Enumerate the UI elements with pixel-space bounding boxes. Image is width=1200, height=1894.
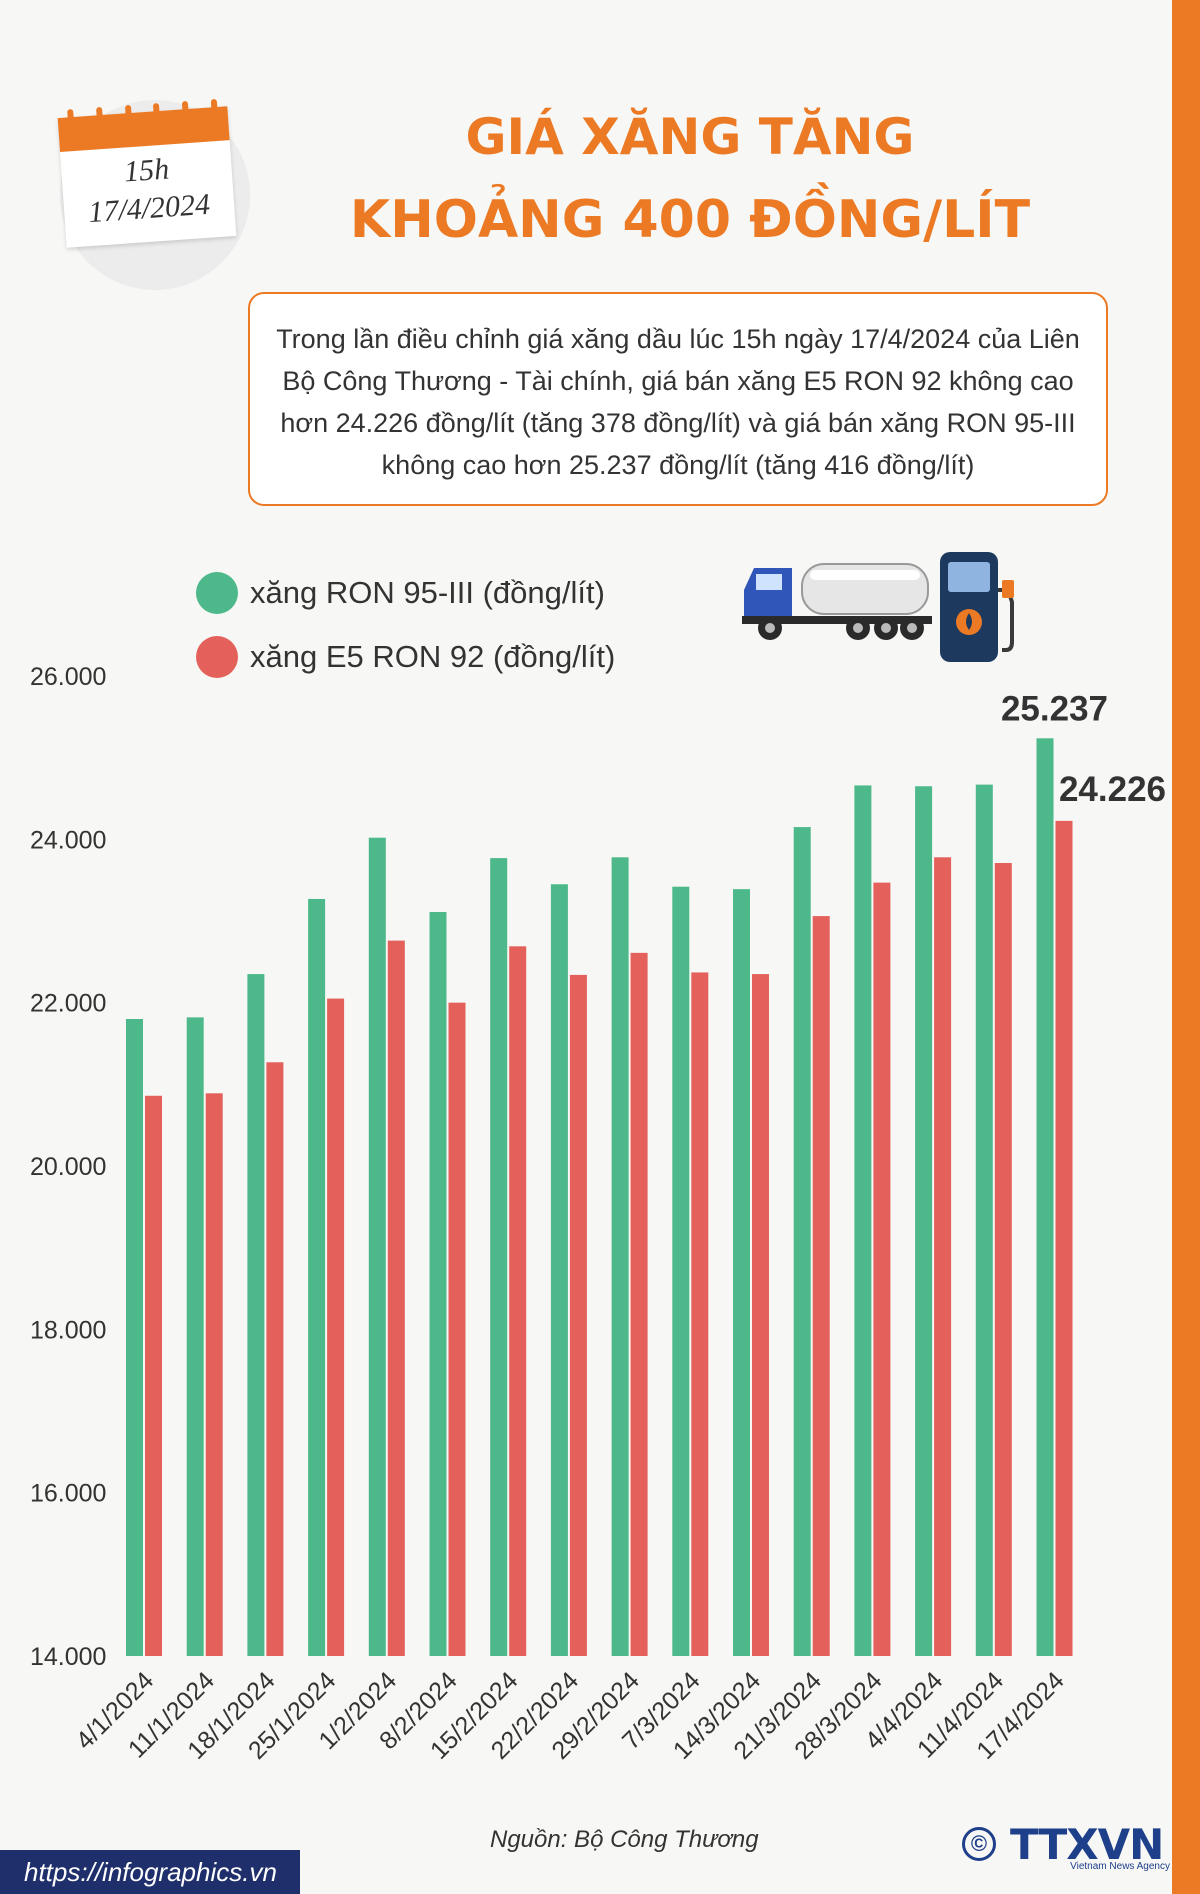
bar-ron95: [247, 974, 265, 1656]
bar-e5: [266, 1062, 284, 1656]
bar-e5: [205, 1093, 223, 1656]
page-title-line1: GIÁ XĂNG TĂNG: [465, 108, 915, 166]
y-tick-label: 14.000: [30, 1643, 106, 1671]
value-label-e5: 24.226: [1059, 770, 1166, 809]
bar-e5: [934, 857, 952, 1656]
bar-e5: [145, 1095, 162, 1656]
bar-ron95: [490, 858, 508, 1656]
bar-ron95: [1036, 738, 1054, 1656]
bar-ron95: [550, 884, 568, 1656]
accent-side-bar: [1172, 0, 1200, 1894]
legend-swatch-ron95: [196, 572, 238, 614]
logo-text: TTXVN: [1010, 1819, 1164, 1869]
bar-ron95: [186, 1017, 204, 1656]
bar-e5: [630, 952, 648, 1656]
value-label-ron95: 25.237: [1001, 689, 1108, 728]
y-tick-label: 22.000: [30, 990, 106, 1018]
bar-ron95: [672, 886, 690, 1656]
bar-e5: [509, 946, 527, 1656]
y-tick-label: 26.000: [30, 663, 106, 691]
url-bar: [0, 1850, 300, 1894]
legend-item-e5: xăng E5 RON 92 (đồng/lít): [196, 636, 615, 678]
y-tick-label: 18.000: [30, 1316, 106, 1344]
legend-label-ron95: xăng RON 95-III (đồng/lít): [250, 575, 605, 610]
bar-ron95: [308, 898, 326, 1656]
bar-ron95: [611, 857, 629, 1656]
logo-subtitle: Vietnam News Agency: [1070, 1861, 1170, 1872]
calendar-icon: 15h 17/4/2024: [57, 98, 237, 248]
legend-item-ron95: xăng RON 95-III (đồng/lít): [196, 572, 605, 614]
y-tick-label: 16.000: [30, 1480, 106, 1508]
bar-e5: [1055, 820, 1073, 1656]
calendar-date: 17/4/2024: [87, 187, 212, 230]
legend-label-e5: xăng E5 RON 92 (đồng/lít): [250, 639, 616, 674]
bar-ron95: [429, 912, 447, 1656]
bar-ron95: [915, 786, 933, 1656]
bar-e5: [569, 974, 587, 1656]
legend-swatch-e5: [196, 636, 238, 678]
bar-ron95: [126, 1019, 143, 1656]
bar-ron95: [793, 827, 811, 1656]
copyright-icon: ©: [962, 1827, 996, 1861]
bar-e5: [752, 974, 769, 1656]
source-note: Nguồn: Bộ Công Thương: [490, 1826, 759, 1853]
y-tick-label: 20.000: [30, 1153, 106, 1181]
website-url[interactable]: https://infographics.vn: [24, 1857, 277, 1887]
tanker-truck-icon: [742, 563, 932, 640]
bar-e5: [812, 916, 830, 1656]
bar-ron95: [975, 784, 993, 1656]
bar-e5: [994, 863, 1012, 1656]
bar-ron95: [368, 837, 386, 1656]
bar-ron95: [854, 785, 872, 1656]
bar-ron95: [733, 889, 750, 1656]
bar-e5: [691, 972, 709, 1656]
fuel-pump-icon: [940, 552, 1014, 662]
price-bar-chart: 26.000 24.000 22.000 20.000 18.000 16.000 14.0…: [30, 663, 1166, 1765]
bar-e5: [873, 882, 891, 1656]
bar-e5: [327, 998, 345, 1656]
bar-e5: [387, 940, 405, 1656]
page-title-line2: KHOẢNG 400 ĐỒNG/LÍT: [349, 190, 1031, 250]
description-box: Trong lần điều chỉnh giá xăng dầu lúc 15…: [248, 292, 1108, 506]
y-tick-label: 24.000: [30, 826, 106, 854]
bar-e5: [448, 1002, 466, 1656]
ttxvn-logo: © TTXVN Vietnam News Agency: [962, 1818, 1176, 1872]
